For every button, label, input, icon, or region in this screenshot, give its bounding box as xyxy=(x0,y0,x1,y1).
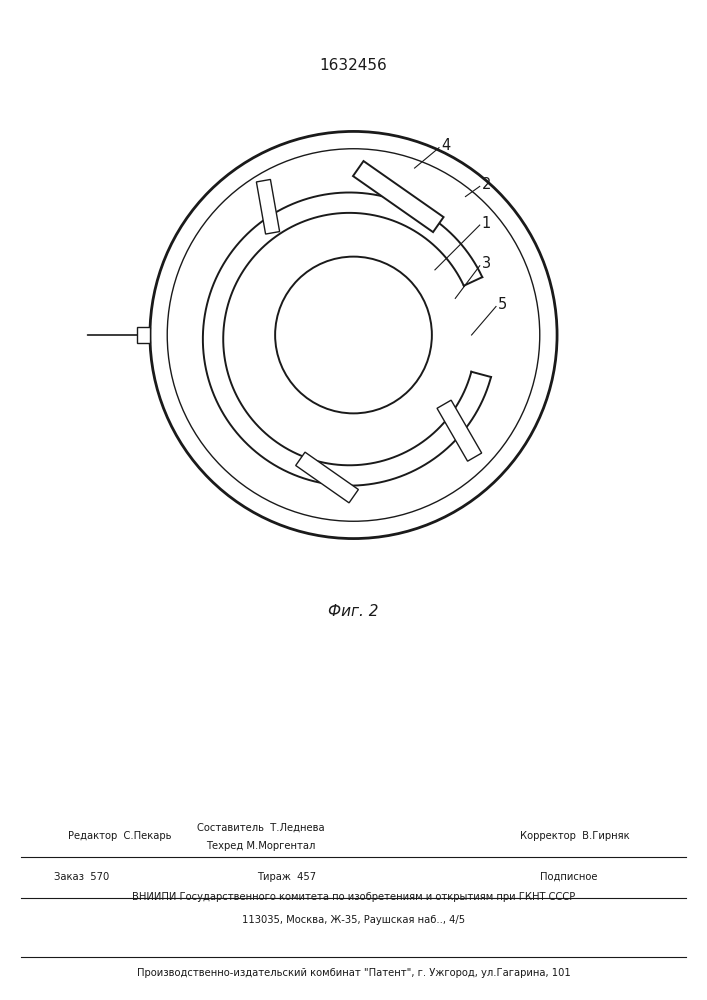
Text: 113035, Москва, Ж-35, Раушская наб.., 4/5: 113035, Москва, Ж-35, Раушская наб.., 4/… xyxy=(242,915,465,925)
Text: 4: 4 xyxy=(441,138,450,153)
Text: 1632456: 1632456 xyxy=(320,58,387,73)
Text: Корректор  В.Гирняк: Корректор В.Гирняк xyxy=(520,831,629,841)
Text: Фиг. 2: Фиг. 2 xyxy=(328,604,379,619)
Text: 2: 2 xyxy=(481,177,491,192)
Text: Составитель  Т.Леднева: Составитель Т.Леднева xyxy=(197,822,325,832)
Text: Тираж  457: Тираж 457 xyxy=(257,872,317,882)
Polygon shape xyxy=(353,161,443,232)
Text: Техред М.Моргентал: Техред М.Моргентал xyxy=(206,841,315,851)
Text: 1: 1 xyxy=(481,216,491,231)
Bar xyxy=(136,327,150,343)
Text: Производственно-издательский комбинат "Патент", г. Ужгород, ул.Гагарина, 101: Производственно-издательский комбинат "П… xyxy=(136,968,571,978)
Text: Редактор  С.Пекарь: Редактор С.Пекарь xyxy=(68,831,171,841)
Polygon shape xyxy=(257,179,279,234)
Text: ВНИИПИ Государственного комитета по изобретениям и открытиям при ГКНТ СССР: ВНИИПИ Государственного комитета по изоб… xyxy=(132,892,575,902)
Polygon shape xyxy=(296,452,358,503)
Text: 5: 5 xyxy=(498,297,508,312)
Polygon shape xyxy=(437,400,481,461)
Text: Подписное: Подписное xyxy=(539,872,597,882)
Text: Заказ  570: Заказ 570 xyxy=(54,872,110,882)
Text: 3: 3 xyxy=(481,256,491,271)
